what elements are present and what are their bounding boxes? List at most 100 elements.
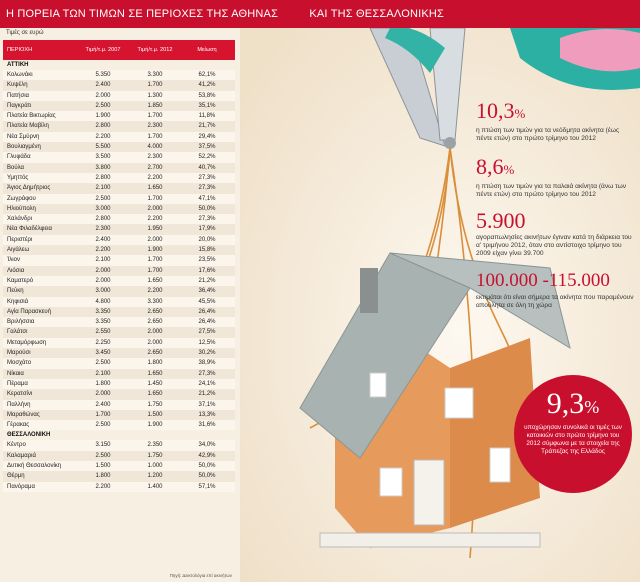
stat-value: 10,3 bbox=[476, 98, 515, 123]
table-row: Μαρούσι 3.450 2.650 30,2% bbox=[3, 348, 235, 359]
cell-price-2007: 2.200 bbox=[95, 247, 111, 254]
cell-price-2012: 2.000 bbox=[147, 236, 163, 243]
table-row: Αιγάλεω 2.200 1.900 15,8% bbox=[3, 245, 235, 256]
cell-area: Πλατεία Βικτωρίας bbox=[7, 113, 56, 120]
cell-decrease: 34,0% bbox=[198, 442, 216, 449]
table-row: Κερατσίνι 2.000 1.650 21,2% bbox=[3, 389, 235, 400]
total-decrease-badge: 9,3% υποχώρησαν συνολικά οι τιμές των κα… bbox=[514, 375, 632, 493]
cell-decrease: 12,5% bbox=[198, 339, 216, 346]
cell-area: Αιγάλεω bbox=[7, 247, 30, 254]
cell-decrease: 15,8% bbox=[198, 247, 216, 254]
badge-value: 9,3 bbox=[546, 387, 585, 420]
cell-price-2007: 3.000 bbox=[95, 288, 111, 295]
cell-area: Πατήσια bbox=[7, 92, 30, 99]
cell-decrease: 47,1% bbox=[198, 195, 216, 202]
cell-decrease: 36,4% bbox=[198, 288, 216, 295]
badge-suffix: % bbox=[584, 397, 600, 417]
cell-area: Μοσχάτο bbox=[7, 360, 32, 367]
cell-price-2012: 1.500 bbox=[147, 411, 163, 418]
cell-area: Μαρούσι bbox=[7, 350, 31, 357]
table-row: Γαλάτσι 2.550 2.000 27,5% bbox=[3, 327, 235, 338]
thessaloniki-rows: Κέντρο 3.150 2.350 34,0% Καλαμαριά 2.500 1.750… bbox=[3, 440, 235, 492]
cell-area: Κολωνάκι bbox=[7, 72, 33, 78]
cell-price-2007: 3.350 bbox=[95, 319, 111, 326]
table-row: Μοσχάτο 2.500 1.800 38,9% bbox=[3, 358, 235, 369]
cell-price-2007: 5.350 bbox=[95, 72, 111, 78]
cell-area: Γέρακας bbox=[7, 422, 30, 429]
table-row: Βουλιαγμένη 5.500 4.000 37,5% bbox=[3, 142, 235, 153]
cell-price-2012: 1.700 bbox=[147, 257, 163, 264]
table-row: Μεταμόρφωση 2.250 2.000 12,5% bbox=[3, 337, 235, 349]
cell-area: Περιστέρι bbox=[7, 236, 33, 243]
cell-price-2012: 2.200 bbox=[147, 216, 163, 223]
cell-price-2007: 2.250 bbox=[95, 339, 111, 346]
cell-price-2007: 3.800 bbox=[95, 164, 111, 171]
cell-decrease: 21,2% bbox=[198, 391, 216, 398]
cell-price-2012: 2.300 bbox=[147, 123, 163, 130]
cell-price-2007: 2.800 bbox=[95, 216, 111, 223]
cell-price-2012: 1.850 bbox=[147, 102, 163, 109]
cell-price-2007: 2.500 bbox=[95, 102, 111, 109]
cell-area: Καλαμαριά bbox=[7, 452, 36, 459]
table-row: Θέρμη 1.800 1.200 50,0% bbox=[3, 471, 235, 482]
table-row: Νέα Φιλαδέλφεια 2.300 1.950 17,9% bbox=[3, 224, 235, 235]
cell-area: Νέα Σμύρνη bbox=[7, 133, 40, 140]
table-row: Πανόραμα 2.200 1.400 57,1% bbox=[3, 481, 235, 492]
cell-price-2012: 1.000 bbox=[147, 462, 163, 469]
cell-decrease: 17,9% bbox=[198, 226, 216, 233]
cell-price-2007: 2.300 bbox=[95, 226, 111, 233]
cell-price-2012: 1.950 bbox=[147, 226, 163, 233]
cell-area: Πανόραμα bbox=[7, 483, 35, 490]
cell-price-2012: 3.300 bbox=[147, 298, 163, 305]
table-row: Μαραθώνας 1.700 1.500 13,3% bbox=[3, 409, 235, 421]
table-row: Υμηττός 2.800 2.200 27,3% bbox=[3, 172, 235, 184]
stat-transactions: 5.900 αγοραπωλησίες ακινήτων έγιναν κατά… bbox=[476, 210, 636, 258]
cell-area: Πέραμα bbox=[7, 380, 28, 387]
table-row: Βριλήσσια 3.350 2.650 26,4% bbox=[3, 317, 235, 328]
cell-price-2012: 2.000 bbox=[147, 329, 163, 336]
cell-area: Μεταμόρφωση bbox=[7, 339, 47, 346]
source-note: Πηγή: Δεικτολόγια επί ακινήτων bbox=[169, 573, 232, 578]
stat-value: 8,6 bbox=[476, 154, 504, 179]
banner-title-left: Η ΠΟΡΕΙΑ ΤΩΝ ΤΙΜΩΝ ΣΕ ΠΕΡΙΟΧΕΣ ΤΗΣ ΑΘΗΝΑ… bbox=[6, 8, 279, 20]
cell-price-2012: 2.700 bbox=[147, 164, 163, 171]
price-table: ΠΕΡΙΟΧΗ Τιμή/τ.μ. 2007 Τιμή/τ.μ. 2012 Με… bbox=[3, 40, 235, 492]
cell-price-2007: 1.900 bbox=[95, 113, 111, 120]
cell-price-2007: 2.800 bbox=[95, 123, 111, 130]
attica-rows: Κολωνάκι 5.350 3.300 62,1% Κυψέλη 2.400 1.700 4… bbox=[3, 70, 235, 431]
cell-decrease: 50,0% bbox=[198, 473, 216, 480]
cell-decrease: 40,7% bbox=[198, 164, 216, 171]
table-row: Πατήσια 2.000 1.300 53,8% bbox=[3, 90, 235, 101]
cell-price-2012: 1.650 bbox=[147, 370, 163, 377]
table-row: Πεύκη 3.000 2.200 36,4% bbox=[3, 286, 235, 297]
cell-area: Νίκαια bbox=[7, 370, 24, 377]
cell-area: Δυτική Θεσσαλονίκη bbox=[7, 462, 62, 469]
cell-price-2007: 2.000 bbox=[95, 391, 111, 398]
cell-price-2012: 2.350 bbox=[147, 442, 163, 449]
cell-price-2007: 2.400 bbox=[95, 401, 111, 408]
cell-price-2007: 1.800 bbox=[95, 473, 111, 480]
cell-area: Άγιος Δημήτριος bbox=[7, 185, 51, 192]
cell-decrease: 21,7% bbox=[198, 123, 216, 130]
cell-area: Βουλιαγμένη bbox=[7, 144, 41, 151]
table-row: Κέντρο 3.150 2.350 34,0% bbox=[3, 440, 235, 451]
cell-price-2007: 5.500 bbox=[95, 144, 111, 151]
header-decrease: Μείωση bbox=[197, 47, 217, 53]
cell-price-2007: 2.000 bbox=[95, 277, 111, 284]
cell-decrease: 11,8% bbox=[198, 113, 216, 120]
section-attica: ΑΤΤΙΚΗ bbox=[7, 62, 29, 68]
cell-price-2012: 1.900 bbox=[147, 422, 163, 429]
cell-decrease: 52,2% bbox=[198, 154, 216, 161]
cell-price-2007: 2.000 bbox=[95, 92, 111, 99]
header-price-2007: Τιμή/τ.μ. 2007 bbox=[85, 47, 121, 53]
stat-text: αγοραπωλησίες ακινήτων έγιναν κατά τη δι… bbox=[476, 234, 632, 257]
cell-price-2007: 3.450 bbox=[95, 350, 111, 357]
cell-area: Ηλιούπολη bbox=[7, 205, 36, 212]
table-row: Χαλάνδρι 2.800 2.200 27,3% bbox=[3, 214, 235, 225]
cell-decrease: 53,8% bbox=[198, 92, 216, 99]
cell-area: Ζωγράφου bbox=[7, 195, 36, 202]
table-row: Ίλιον 2.100 1.700 23,5% bbox=[3, 255, 235, 266]
cell-price-2012: 1.300 bbox=[147, 92, 163, 99]
cell-price-2007: 2.550 bbox=[95, 329, 111, 336]
table-row: Αγία Παρασκευή 3.350 2.650 26,4% bbox=[3, 306, 235, 318]
